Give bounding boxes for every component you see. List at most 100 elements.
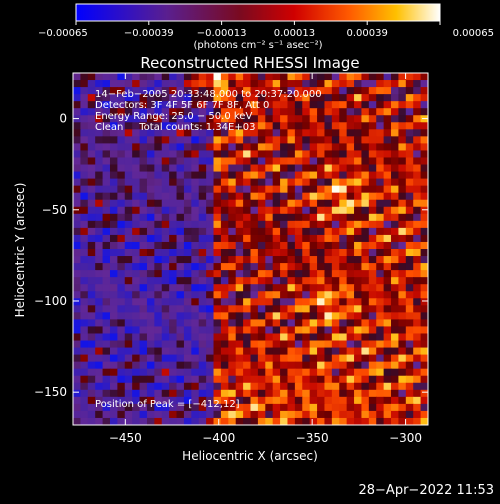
heatmap-cell	[213, 220, 222, 229]
heatmap-cell	[146, 220, 155, 229]
heatmap-cell	[331, 157, 340, 166]
heatmap-cell	[169, 227, 178, 236]
heatmap-cell	[376, 368, 385, 377]
heatmap-cell	[102, 178, 111, 187]
heatmap-cell	[132, 340, 141, 349]
heatmap-cell	[213, 80, 222, 88]
colorbar-tick-label: 0.00013	[274, 28, 315, 39]
heatmap-cell	[339, 129, 348, 137]
heatmap-cell	[73, 178, 81, 187]
heatmap-cell	[154, 136, 163, 144]
heatmap-cell	[220, 368, 229, 377]
heatmap-cell	[176, 80, 185, 88]
heatmap-cell	[324, 361, 333, 370]
heatmap-cell	[139, 396, 148, 405]
heatmap-cell	[346, 270, 355, 278]
heatmap-cell	[228, 291, 237, 299]
heatmap-cell	[339, 389, 348, 398]
heatmap-cell	[272, 291, 281, 299]
heatmap-cell	[302, 80, 311, 88]
heatmap-cell	[206, 319, 215, 328]
heatmap-cell	[280, 171, 289, 180]
heatmap-cell	[161, 234, 170, 243]
heatmap-cell	[109, 234, 118, 243]
heatmap-cell	[73, 347, 81, 356]
heatmap-cell	[339, 249, 348, 257]
heatmap-cell	[257, 375, 266, 384]
heatmap-cell	[294, 192, 303, 201]
heatmap-cell	[413, 368, 422, 377]
heatmap-cell	[331, 220, 340, 229]
heatmap-cell	[413, 241, 422, 250]
heatmap-cell	[257, 164, 266, 173]
heatmap-cell	[257, 354, 266, 363]
heatmap-cell	[257, 312, 266, 320]
heatmap-cell	[183, 340, 192, 349]
heatmap-cell	[302, 326, 311, 335]
heatmap-cell	[109, 382, 118, 391]
heatmap-cell	[354, 291, 363, 299]
heatmap-cell	[339, 298, 348, 306]
heatmap-cell	[250, 136, 259, 144]
heatmap-cell	[198, 361, 207, 370]
heatmap-cell	[309, 270, 318, 278]
heatmap-cell	[95, 347, 104, 356]
heatmap-cell	[265, 178, 274, 187]
heatmap-cell	[191, 94, 200, 102]
heatmap-cell	[146, 375, 155, 384]
heatmap-cell	[302, 305, 311, 313]
heatmap-cell	[331, 171, 340, 180]
heatmap-cell	[154, 227, 163, 236]
heatmap-cell	[132, 270, 141, 278]
heatmap-cell	[302, 291, 311, 299]
heatmap-cell	[257, 263, 266, 271]
heatmap-cell	[250, 241, 259, 250]
heatmap-cell	[220, 73, 229, 81]
heatmap-cell	[420, 263, 428, 271]
heatmap-cell	[117, 213, 126, 222]
heatmap-cell	[413, 115, 422, 123]
heatmap-cell	[161, 256, 170, 264]
heatmap-cell	[413, 417, 422, 425]
heatmap-cell	[109, 270, 118, 278]
heatmap-cell	[161, 192, 170, 201]
heatmap-cell	[376, 122, 385, 130]
heatmap-cell	[243, 164, 252, 173]
heatmap-cell	[368, 241, 377, 250]
heatmap-cell	[391, 241, 400, 250]
heatmap-cell	[265, 199, 274, 208]
heatmap-cell	[346, 326, 355, 335]
heatmap-cell	[139, 305, 148, 313]
heatmap-cell	[169, 122, 178, 130]
heatmap-cell	[161, 340, 170, 349]
heatmap-cell	[294, 241, 303, 250]
heatmap-cell	[250, 94, 259, 102]
heatmap-cell	[154, 270, 163, 278]
heatmap-cell	[206, 73, 215, 81]
heatmap-cell	[339, 263, 348, 271]
heatmap-cell	[376, 333, 385, 342]
heatmap-cell	[198, 389, 207, 398]
heatmap-cell	[309, 94, 318, 102]
heatmap-cell	[109, 263, 118, 271]
heatmap-cell	[250, 73, 259, 81]
heatmap-cell	[420, 270, 428, 278]
heatmap-cell	[87, 354, 96, 363]
heatmap-cell	[154, 206, 163, 215]
heatmap-cell	[73, 389, 81, 398]
heatmap-cell	[235, 389, 244, 398]
heatmap-cell	[294, 305, 303, 313]
heatmap-cell	[176, 143, 185, 152]
heatmap-cell	[309, 143, 318, 152]
heatmap-cell	[146, 396, 155, 405]
heatmap-cell	[354, 382, 363, 391]
heatmap-cell	[346, 73, 355, 81]
heatmap-cell	[80, 129, 89, 137]
heatmap-cell	[391, 249, 400, 257]
heatmap-cell	[73, 319, 81, 328]
heatmap-cell	[398, 375, 407, 384]
heatmap-cell	[302, 129, 311, 137]
heatmap-cell	[154, 417, 163, 425]
heatmap-cell	[376, 249, 385, 257]
heatmap-cell	[235, 298, 244, 306]
